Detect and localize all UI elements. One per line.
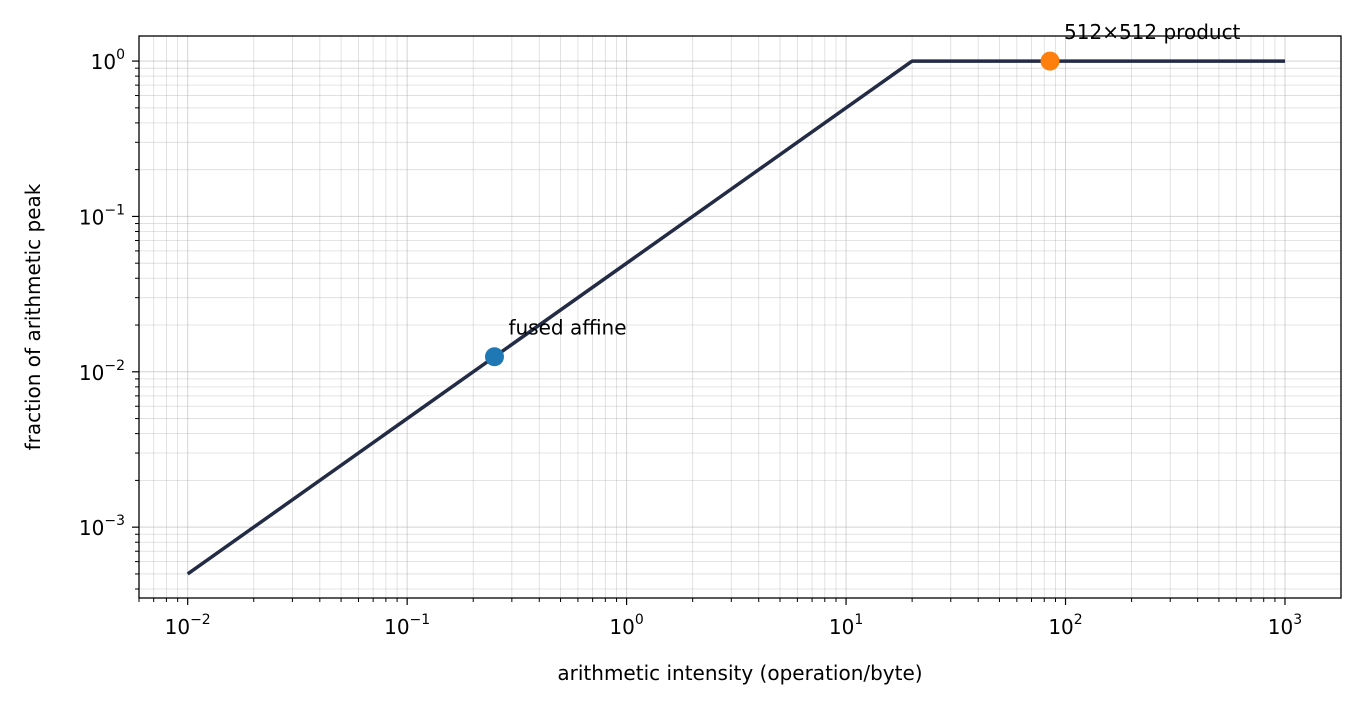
y-tick-label: 10−2 (79, 358, 125, 385)
point-annotation: fused affine (508, 316, 626, 340)
point-annotation: 512×512 product (1064, 20, 1241, 44)
y-tick-label: 10−3 (79, 513, 125, 540)
roofline-series-line (186, 59, 1285, 576)
x-tick-label: 10−1 (384, 612, 430, 639)
x-tick-label: 101 (829, 612, 863, 639)
y-tick-label: 10−1 (79, 202, 125, 229)
y-tick-label: 100 (91, 47, 125, 74)
plot-frame (138, 35, 1342, 599)
x-tick-label: 10−2 (165, 612, 211, 639)
points-layer: fused affine 512×512 product (484, 20, 1241, 367)
series-layer (186, 59, 1285, 576)
x-axis-ticks: 10−2 10−1 100 101 102 103 (138, 598, 1302, 639)
data-point (484, 347, 504, 367)
x-tick-label: 102 (1048, 612, 1082, 639)
y-axis-label: fraction of arithmetic peak (21, 183, 45, 450)
x-axis-label: arithmetic intensity (operation/byte) (557, 661, 922, 685)
data-point (1040, 51, 1060, 71)
y-axis-ticks: 10−3 10−2 10−1 100 (79, 47, 139, 590)
x-tick-label: 103 (1268, 612, 1302, 639)
x-tick-label: 100 (609, 612, 643, 639)
minor-grid (138, 36, 1341, 598)
